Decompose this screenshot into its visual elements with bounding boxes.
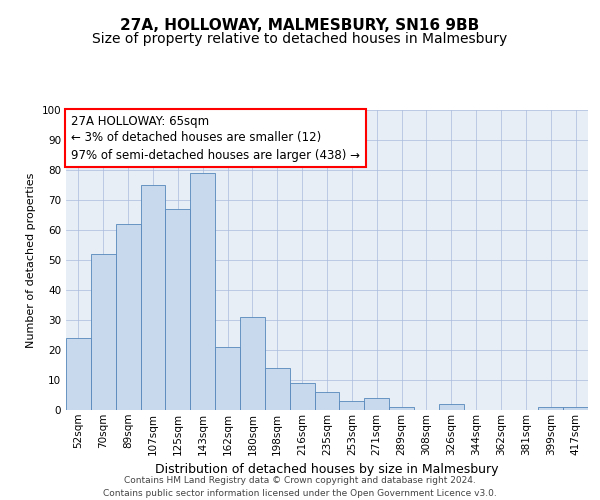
Bar xyxy=(140,185,166,410)
Bar xyxy=(215,347,240,410)
Text: 27A HOLLOWAY: 65sqm
← 3% of detached houses are smaller (12)
97% of semi-detache: 27A HOLLOWAY: 65sqm ← 3% of detached hou… xyxy=(71,114,360,162)
X-axis label: Distribution of detached houses by size in Malmesbury: Distribution of detached houses by size … xyxy=(155,463,499,476)
Bar xyxy=(66,338,91,410)
Bar xyxy=(265,368,290,410)
Bar xyxy=(563,407,588,410)
Bar xyxy=(439,404,464,410)
Bar xyxy=(364,398,389,410)
Bar xyxy=(116,224,140,410)
Bar xyxy=(314,392,340,410)
Bar xyxy=(290,383,314,410)
Bar xyxy=(340,401,364,410)
Bar xyxy=(190,173,215,410)
Bar xyxy=(538,407,563,410)
Text: 27A, HOLLOWAY, MALMESBURY, SN16 9BB: 27A, HOLLOWAY, MALMESBURY, SN16 9BB xyxy=(121,18,479,32)
Bar xyxy=(166,209,190,410)
Y-axis label: Number of detached properties: Number of detached properties xyxy=(26,172,36,348)
Bar xyxy=(389,407,414,410)
Text: Size of property relative to detached houses in Malmesbury: Size of property relative to detached ho… xyxy=(92,32,508,46)
Text: Contains HM Land Registry data © Crown copyright and database right 2024.
Contai: Contains HM Land Registry data © Crown c… xyxy=(103,476,497,498)
Bar xyxy=(91,254,116,410)
Bar xyxy=(240,317,265,410)
